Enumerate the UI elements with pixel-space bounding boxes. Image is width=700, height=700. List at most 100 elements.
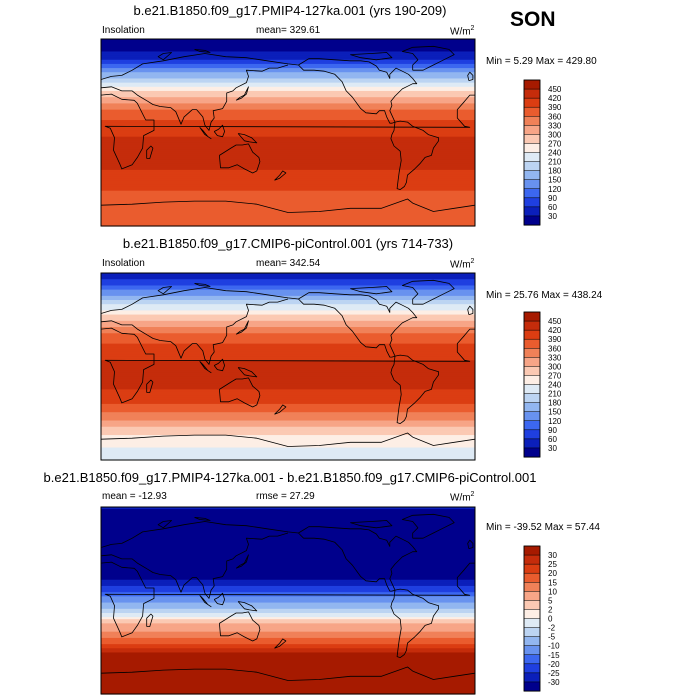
colorbar-swatch xyxy=(523,636,541,647)
lat-band xyxy=(101,291,475,295)
lat-band xyxy=(101,637,475,641)
colorbar-swatch xyxy=(523,402,541,413)
lat-band xyxy=(101,335,475,339)
lat-band xyxy=(101,598,475,602)
lat-band xyxy=(101,279,475,282)
colorbar-2: 4504203903603303002702402101801501209060… xyxy=(523,311,562,458)
lat-band xyxy=(101,662,475,666)
coastline xyxy=(235,554,249,569)
lat-band xyxy=(101,437,475,440)
colorbar-swatch xyxy=(523,311,541,322)
colorbar-swatch xyxy=(523,338,541,349)
lat-band xyxy=(101,300,475,303)
lat-band xyxy=(101,507,475,510)
lat-band xyxy=(101,648,475,651)
lat-band xyxy=(101,327,475,330)
lat-band xyxy=(101,401,475,405)
coastline xyxy=(101,53,299,80)
coastline xyxy=(194,283,211,287)
lat-band xyxy=(101,617,475,620)
lat-band xyxy=(101,529,475,533)
panel2-minmax: Min = 25.76 Max = 438.24 xyxy=(486,290,603,301)
lat-band xyxy=(101,511,475,514)
map-panel-1 xyxy=(100,38,476,227)
coastline xyxy=(199,361,212,374)
colorbar-tick-label: 180 xyxy=(548,399,562,408)
lat-band xyxy=(101,117,475,121)
lat-band xyxy=(101,39,475,42)
panel1-left-label: Insolation xyxy=(102,25,145,36)
colorbar-tick-label: 330 xyxy=(548,353,562,362)
panel2-title: b.e21.B1850.f09_g17.CMIP6-piControl.001 … xyxy=(122,236,454,251)
lat-band xyxy=(101,360,475,363)
colorbar-tick-label: 270 xyxy=(548,139,562,148)
lat-band xyxy=(101,90,475,94)
lat-band xyxy=(101,644,475,647)
lat-band xyxy=(101,519,475,523)
colorbar-tick-label: -25 xyxy=(548,669,560,678)
colorbar-swatch xyxy=(523,188,541,199)
lat-band xyxy=(101,389,475,393)
lat-band xyxy=(101,604,475,608)
lat-band xyxy=(101,182,475,186)
panel3-units-sup: 2 xyxy=(470,491,475,498)
colorbar-swatch xyxy=(523,197,541,208)
colorbar-tick-label: 300 xyxy=(548,362,562,371)
lat-band xyxy=(101,387,475,390)
colorbar-tick-label: -30 xyxy=(548,678,560,687)
colorbar-frame xyxy=(523,79,541,226)
lat-band xyxy=(101,155,475,159)
colorbar-tick-label: 5 xyxy=(548,596,553,605)
coastline xyxy=(390,354,440,425)
colorbar-swatch xyxy=(523,366,541,376)
coastline xyxy=(237,367,258,378)
lat-band xyxy=(101,153,475,156)
coastline xyxy=(101,327,475,404)
lat-band xyxy=(101,157,475,161)
lat-band xyxy=(101,590,475,593)
coastline xyxy=(298,526,418,592)
lat-band xyxy=(101,554,475,558)
lat-band xyxy=(101,615,475,618)
lat-band xyxy=(101,198,475,202)
colorbar-tick-label: -5 xyxy=(548,633,556,642)
coastline xyxy=(157,520,173,529)
lat-band xyxy=(101,312,475,316)
lat-band xyxy=(101,68,475,71)
lat-band xyxy=(101,343,475,347)
lat-band xyxy=(101,180,475,183)
colorbar-tick-label: 240 xyxy=(548,149,562,158)
lat-band xyxy=(101,563,475,566)
coastline xyxy=(467,71,474,81)
lat-band xyxy=(101,405,475,409)
colorbar-tick-label: -2 xyxy=(548,624,556,633)
lat-band xyxy=(101,302,475,305)
lat-band xyxy=(101,107,475,111)
lat-band xyxy=(101,316,475,320)
lat-band xyxy=(101,142,475,146)
lat-band xyxy=(101,573,475,577)
lat-band xyxy=(101,113,475,117)
lat-band xyxy=(101,362,475,366)
colorbar-tick-label: 0 xyxy=(548,615,553,624)
lat-band xyxy=(101,308,475,311)
lat-band xyxy=(101,428,475,432)
coastline xyxy=(219,611,261,642)
lat-band xyxy=(101,683,475,687)
colorbar-swatch xyxy=(523,348,541,358)
lat-band xyxy=(101,277,475,280)
map-panel-2 xyxy=(100,272,476,461)
lat-band xyxy=(101,356,475,359)
lat-band xyxy=(101,523,475,527)
colorbar-swatch xyxy=(523,179,541,190)
lat-band xyxy=(101,642,475,645)
coastline xyxy=(350,286,393,295)
colorbar-swatch xyxy=(523,97,541,108)
lat-band xyxy=(101,215,475,219)
lat-band xyxy=(101,358,475,361)
lat-band xyxy=(101,289,475,293)
lat-band xyxy=(101,126,475,129)
coastline xyxy=(350,520,393,529)
lat-band xyxy=(101,310,475,314)
colorbar-swatch xyxy=(523,215,541,226)
